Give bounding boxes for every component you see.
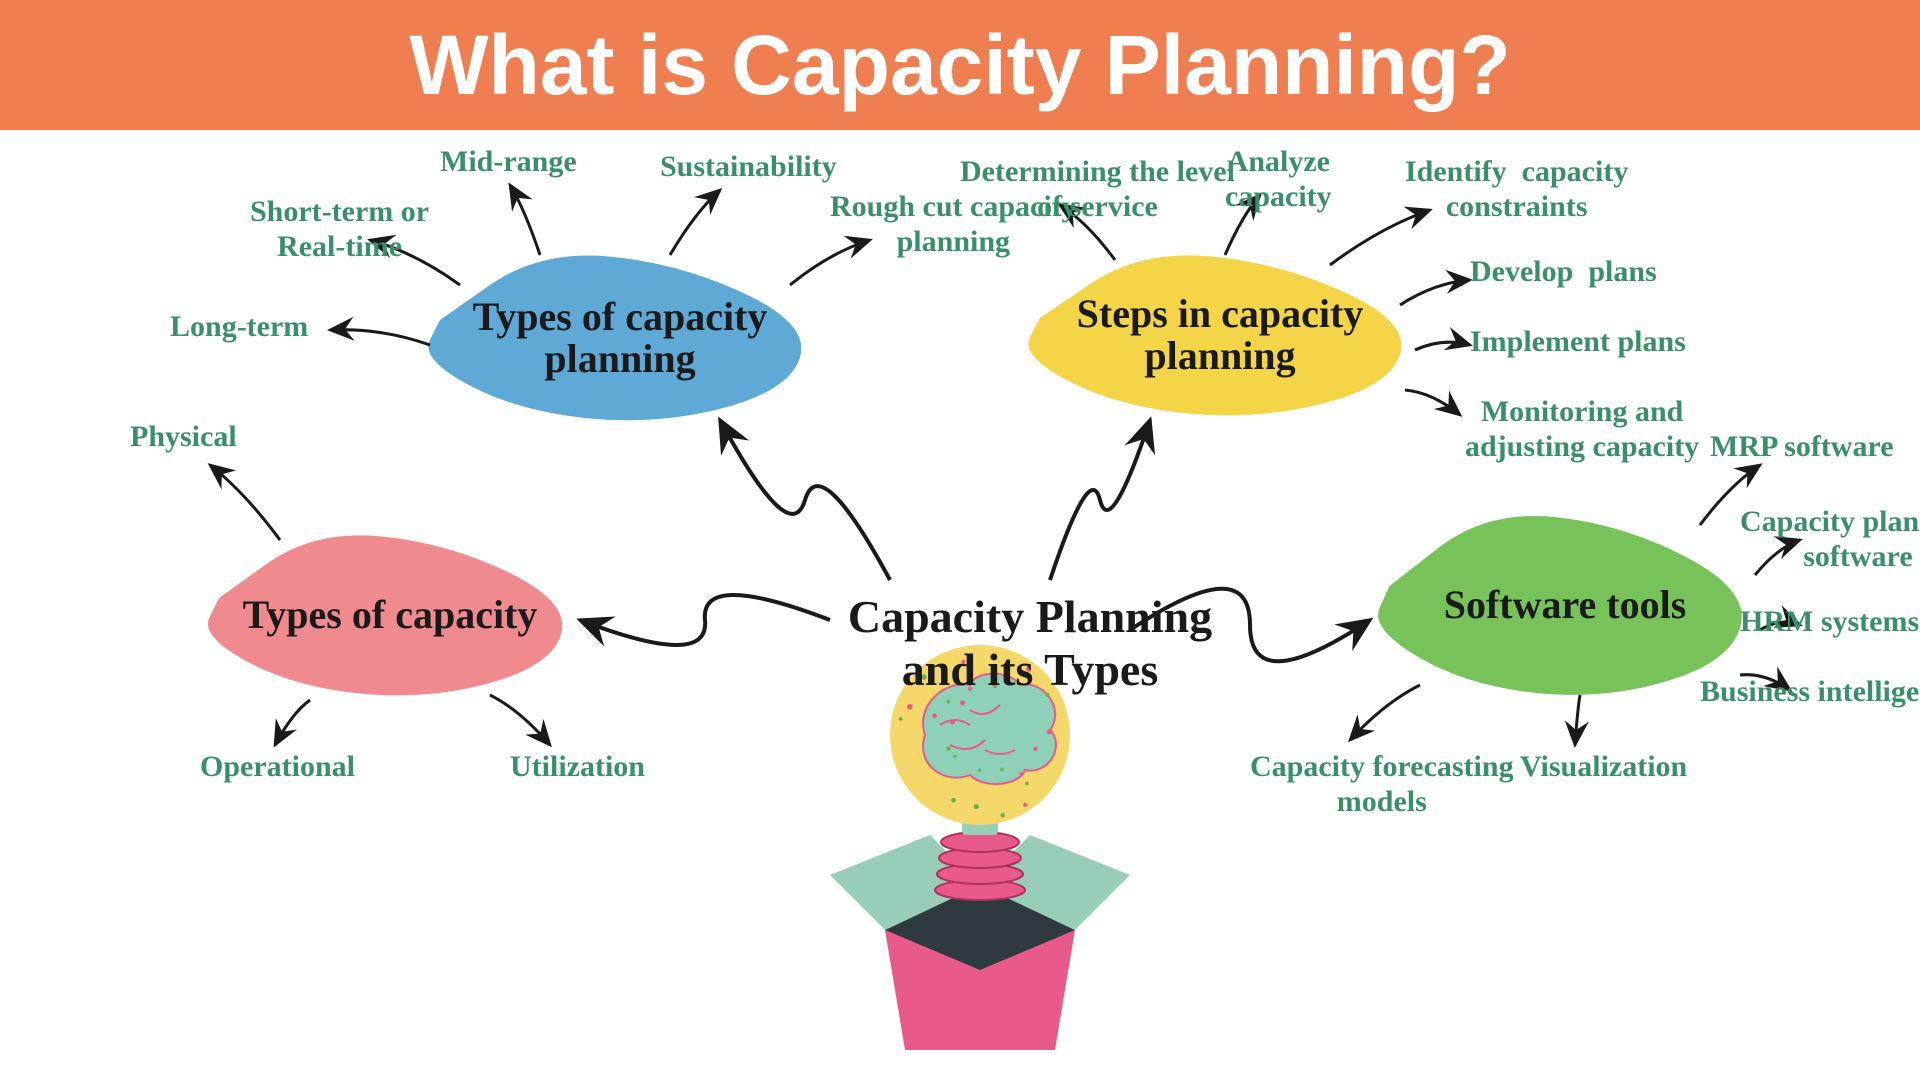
node-label: Types of capacity planning xyxy=(440,296,800,380)
bulb-speckle xyxy=(1033,747,1037,751)
bulb-speckle xyxy=(974,804,979,809)
leaf-arrow xyxy=(1415,342,1470,350)
box-top xyxy=(885,885,1075,970)
mindmap-stage: Capacity Planning and its Types Types of… xyxy=(0,130,1920,1080)
box-flap-left xyxy=(830,835,980,930)
leaf-label: Determining the level of service xyxy=(960,155,1235,224)
bulb-speckle xyxy=(953,755,956,758)
center-title-line1: Capacity Planning xyxy=(820,590,1240,643)
bulb-neck xyxy=(962,815,998,835)
leaf-label: Short-term or Real-time xyxy=(250,195,429,264)
leaf-label: Implement plans xyxy=(1470,325,1686,360)
box-front xyxy=(885,930,1075,1050)
bulb-speckle xyxy=(960,701,965,706)
leaf-label: Sustainability xyxy=(660,150,837,185)
leaf-arrow xyxy=(1575,695,1580,745)
bulb-speckle xyxy=(1047,729,1052,734)
node-types-of-capacity-planning: Types of capacity planning xyxy=(420,250,820,425)
leaf-arrow xyxy=(670,190,720,255)
leaf-arrow xyxy=(210,465,280,540)
bulb-speckle xyxy=(1000,768,1004,772)
bulb-speckle xyxy=(946,700,950,704)
leaf-label: Physical xyxy=(130,420,237,455)
leaf-label: Monitoring and adjusting capacity xyxy=(1465,395,1699,464)
bulb-speckle xyxy=(951,798,956,803)
bulb-ring xyxy=(939,848,1021,868)
leaf-arrow xyxy=(490,695,550,745)
node-steps-in-capacity-planning: Steps in capacity planning xyxy=(1020,250,1420,420)
leaf-label: Utilization xyxy=(510,750,645,785)
bulb-speckle xyxy=(1001,813,1006,818)
leaf-label: Long-term xyxy=(170,310,308,345)
leaf-label: HRM systems xyxy=(1740,605,1919,640)
leaf-label: Capacity planning software xyxy=(1740,505,1920,574)
center-title: Capacity Planning and its Types xyxy=(820,590,1240,696)
leaf-arrow xyxy=(330,330,430,345)
bulb-speckle xyxy=(946,746,950,750)
leaf-label: Business intelligence xyxy=(1700,675,1920,710)
node-software-tools: Software tools xyxy=(1370,510,1760,700)
bulb-speckle xyxy=(932,714,937,719)
bulb-ring xyxy=(941,832,1019,852)
leaf-label: Capacity forecasting models xyxy=(1250,750,1514,819)
leaf-label: MRP software xyxy=(1710,430,1894,465)
node-label: Steps in capacity planning xyxy=(1040,293,1400,377)
bulb-speckle xyxy=(907,704,912,709)
node-label: Types of capacity xyxy=(243,594,538,636)
leaf-label: Visualization xyxy=(1520,750,1687,785)
leaf-label: Operational xyxy=(200,750,355,785)
leaf-label: Develop plans xyxy=(1470,255,1657,290)
bulb-speckle xyxy=(1023,803,1027,807)
leaf-label: Identify capacity constraints xyxy=(1405,155,1628,224)
center-arrow xyxy=(1050,420,1150,580)
bulb-ring xyxy=(937,864,1023,884)
bulb-speckle xyxy=(978,769,981,772)
brain-lines xyxy=(940,705,1015,754)
center-arrow xyxy=(580,595,830,645)
bulb-speckle xyxy=(1025,781,1029,785)
center-title-line2: and its Types xyxy=(820,643,1240,696)
bulb-ring xyxy=(935,880,1025,900)
bulb-speckle xyxy=(899,717,903,721)
node-label: Software tools xyxy=(1444,584,1687,626)
bulb-speckle xyxy=(950,719,955,724)
leaf-arrow xyxy=(275,700,310,745)
leaf-arrow xyxy=(510,185,540,255)
leaf-label: Mid-range xyxy=(440,145,577,180)
center-arrow xyxy=(720,420,890,580)
node-types-of-capacity: Types of capacity xyxy=(200,530,580,700)
box-flap-right xyxy=(980,835,1130,930)
bulb-speckle xyxy=(1019,772,1022,775)
page-header: What is Capacity Planning? xyxy=(0,0,1920,130)
page-title: What is Capacity Planning? xyxy=(409,18,1510,112)
leaf-label: Analyze capacity xyxy=(1225,145,1332,214)
